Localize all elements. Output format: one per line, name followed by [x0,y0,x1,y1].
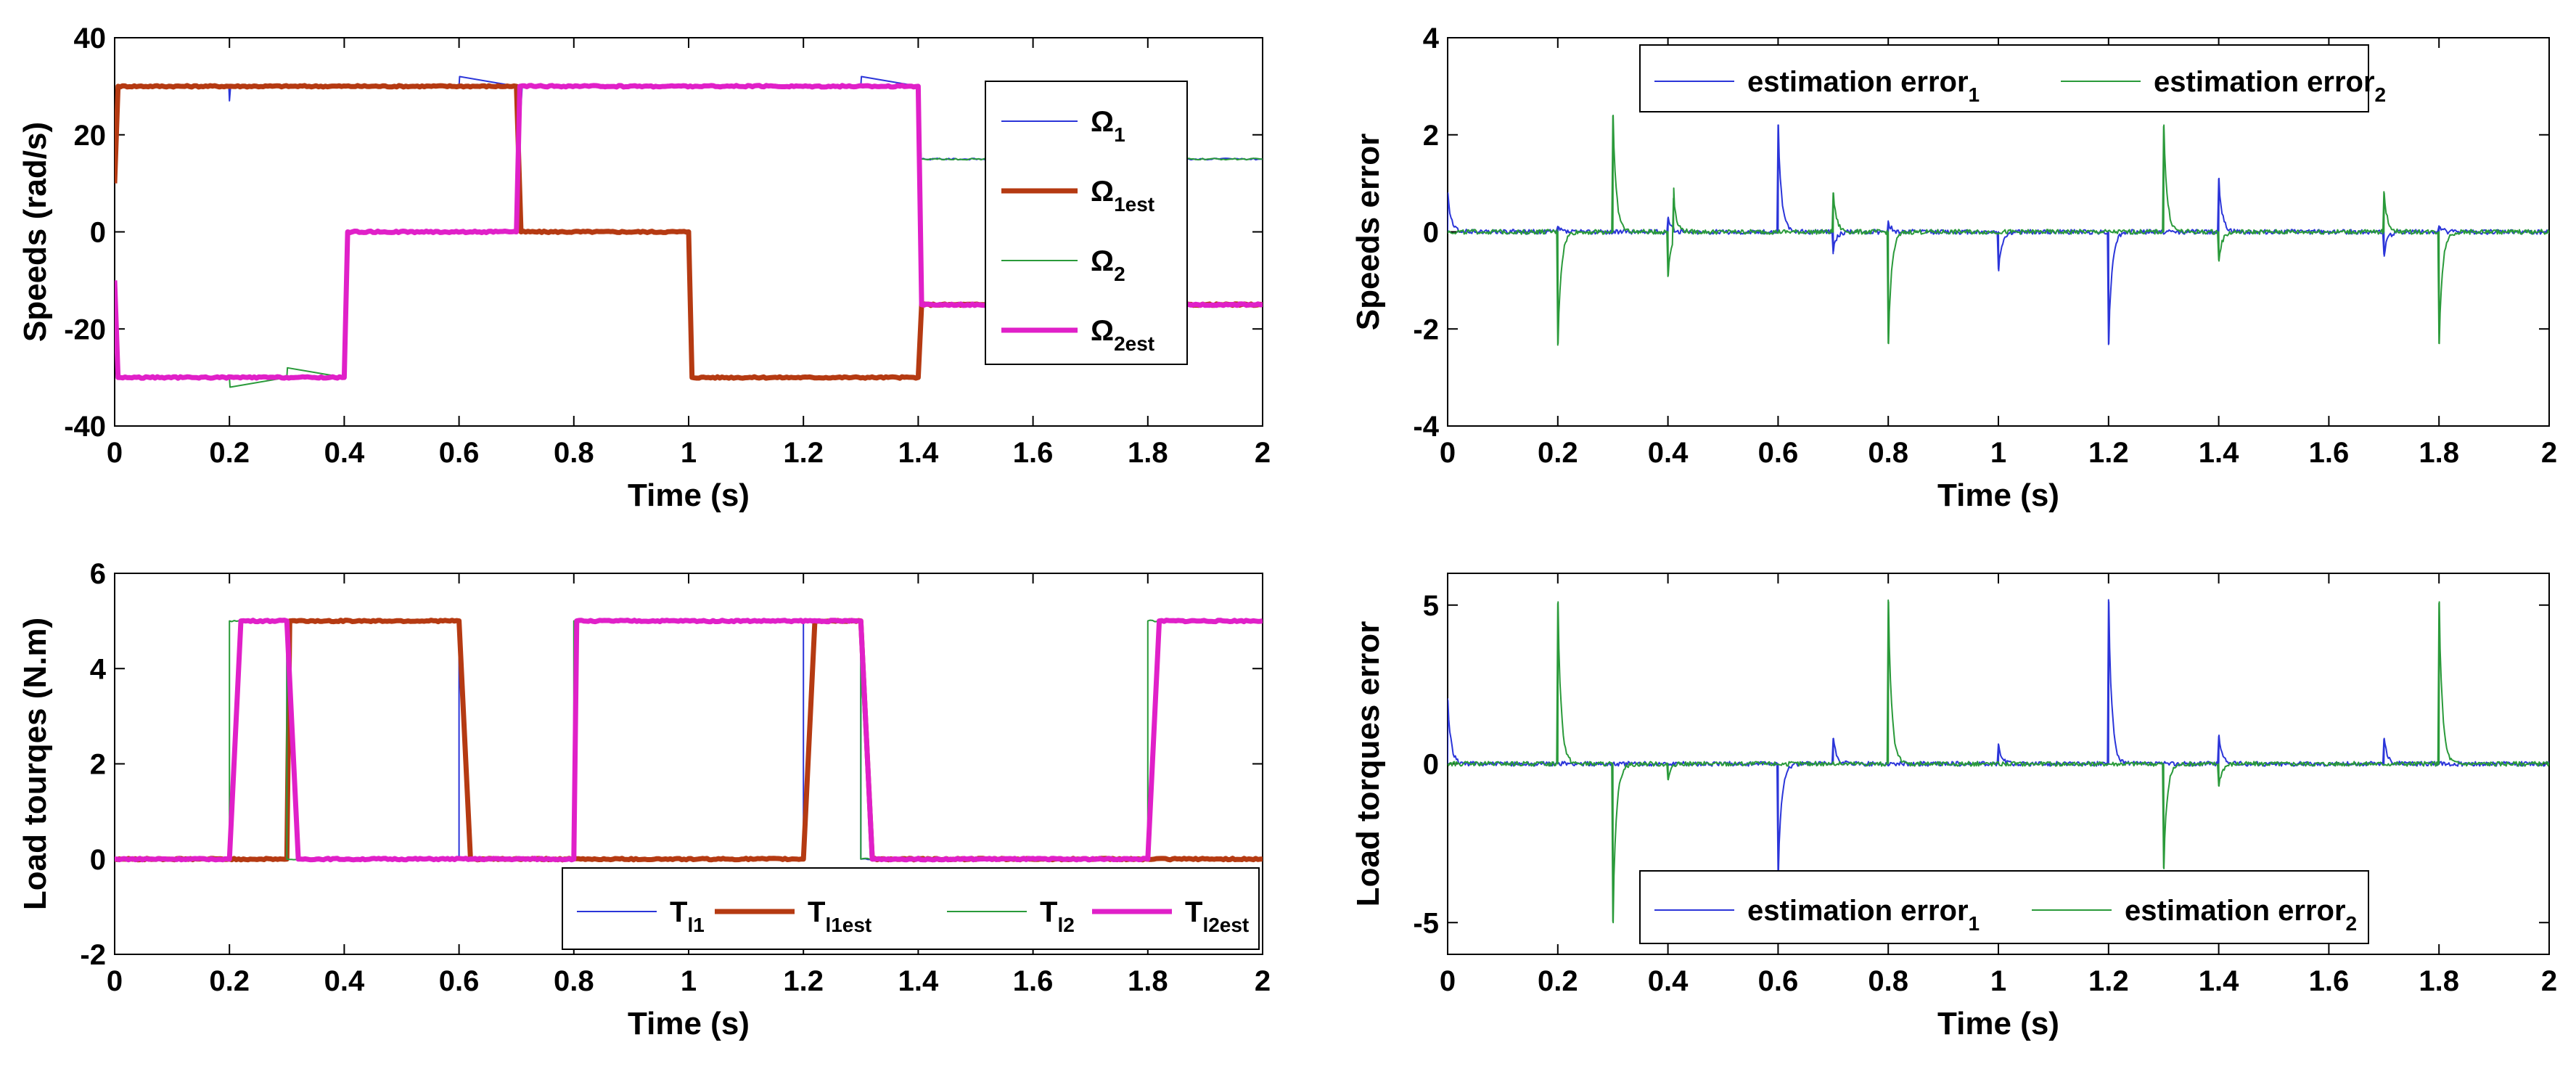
legend-label: Ω2 [1091,245,1125,285]
x-tick-label: 1.2 [783,437,824,469]
x-tick-label: 1.4 [2199,437,2239,469]
x-tick-label: 0.8 [1868,965,1908,997]
x-tick-label: 1 [1990,965,2006,997]
y-tick-label: 40 [74,22,107,54]
x-tick-label: 1.8 [2419,437,2459,469]
legend-label: Tl2est [1185,896,1249,936]
legend-label: estimation error1 [1747,66,1980,106]
chart-speeds_error: 0 0.2 0.4 0.6 0.8 1 1.2 1.4 1.6 1.8 2 -4 -2 0 2 4 Time (… [1350,22,2557,513]
x-tick-label: 1 [681,437,697,469]
y-tick-label: -2 [80,939,106,971]
legend-label: Ω1 [1091,106,1125,146]
legend-box [1639,44,2369,112]
legend-label: estimation error1 [1747,895,1980,935]
x-tick-label: 0.8 [1868,437,1908,469]
legend: Tl1 Tl1est Tl2 Tl2est [562,867,1260,950]
x-tick-label: 1.8 [1128,965,1168,997]
x-tick-label: 0 [1440,437,1456,469]
x-tick-label: 0.2 [1538,437,1578,469]
legend-label: Tl1 [670,896,705,936]
legend-box [1639,870,2369,944]
x-tick-label: 0.2 [1538,965,1578,997]
legend: estimation error1 estimation error2 [1639,870,2369,944]
x-tick-label: 1.6 [1013,965,1054,997]
legend: Ω1 Ω1est Ω2 Ω2est [985,81,1188,365]
series-line-estimation-error-2 [1448,115,2549,346]
x-tick-label: 1.6 [2309,437,2350,469]
x-tick-label: 1.8 [1128,437,1168,469]
x-tick-label: 0.4 [324,437,365,469]
y-tick-label: -5 [1413,907,1439,939]
x-tick-label: 1.6 [2309,965,2350,997]
x-tick-label: 1.4 [2199,965,2239,997]
x-tick-label: 1 [1990,437,2006,469]
x-tick-label: 1.4 [898,437,939,469]
x-tick-label: 0.8 [554,965,594,997]
x-tick-label: 0.4 [1648,437,1689,469]
y-tick-label: -40 [64,411,106,443]
x-tick-label: 1.2 [783,965,824,997]
x-tick-label: 2 [1255,965,1271,997]
x-tick-label: 0 [1440,965,1456,997]
legend-label: estimation error2 [2125,895,2357,935]
y-tick-label: 2 [1423,120,1439,152]
x-tick-label: 2 [1255,437,1271,469]
y-tick-label: 0 [1423,749,1439,781]
y-tick-label: 0 [90,844,106,876]
x-tick-label: 0.6 [439,965,480,997]
x-tick-label: 1.6 [1013,437,1054,469]
y-tick-label: 0 [90,217,106,249]
x-tick-label: 1.4 [898,965,939,997]
x-tick-label: 2 [2541,437,2557,469]
y-axis-label: Load tourqes (N.m) [17,618,53,910]
x-tick-label: 0.6 [439,437,480,469]
legend-label: Tl1est [808,896,871,936]
x-tick-label: 1.2 [2088,437,2129,469]
legend-label: Ω1est [1091,176,1154,216]
x-axis-label: Time (s) [1937,478,2059,513]
legend-box [562,867,1260,950]
legend-box [985,81,1188,365]
legend-label: Tl2 [1040,896,1075,936]
legend: estimation error1 estimation error2 [1639,44,2386,112]
x-tick-label: 0.4 [324,965,365,997]
y-tick-label: -4 [1413,411,1439,443]
y-tick-label: 20 [74,120,107,152]
series-line-t-l2est [115,618,1263,863]
x-tick-label: 0 [107,965,123,997]
y-axis-label: Load torques error [1350,621,1386,907]
x-tick-label: 0.2 [209,965,250,997]
y-tick-label: 4 [1423,22,1440,54]
x-tick-label: 0.6 [1758,437,1799,469]
y-tick-label: 4 [90,653,107,685]
x-tick-label: 1 [681,965,697,997]
x-tick-label: 1.8 [2419,965,2459,997]
y-tick-label: 2 [90,749,106,781]
x-tick-label: 0.8 [554,437,594,469]
x-axis-label: Time (s) [628,1006,750,1041]
x-tick-label: 1.2 [2088,965,2129,997]
x-tick-label: 0.6 [1758,965,1799,997]
y-tick-label: 5 [1423,590,1439,622]
chart-speeds: 0 0.2 0.4 0.6 0.8 1 1.2 1.4 1.6 1.8 2 -40 -20 0 20 40 Ti… [17,22,1271,513]
x-axis-label: Time (s) [1937,1006,2059,1041]
x-tick-label: 2 [2541,965,2557,997]
legend-label: Ω2est [1091,315,1154,355]
legend-label: estimation error2 [2154,66,2386,106]
x-tick-label: 0.4 [1648,965,1689,997]
y-tick-label: -20 [64,314,106,345]
y-tick-label: 0 [1423,217,1439,249]
x-tick-label: 0.2 [209,437,250,469]
x-tick-label: 0 [107,437,123,469]
y-axis-label: Speeds error [1350,134,1386,330]
series-line-estimation-error-2 [1448,599,2549,924]
y-axis-label: Speeds (rad/s) [17,122,53,342]
x-axis-label: Time (s) [628,478,750,513]
y-tick-label: 6 [90,558,106,590]
y-tick-label: -2 [1413,314,1439,345]
